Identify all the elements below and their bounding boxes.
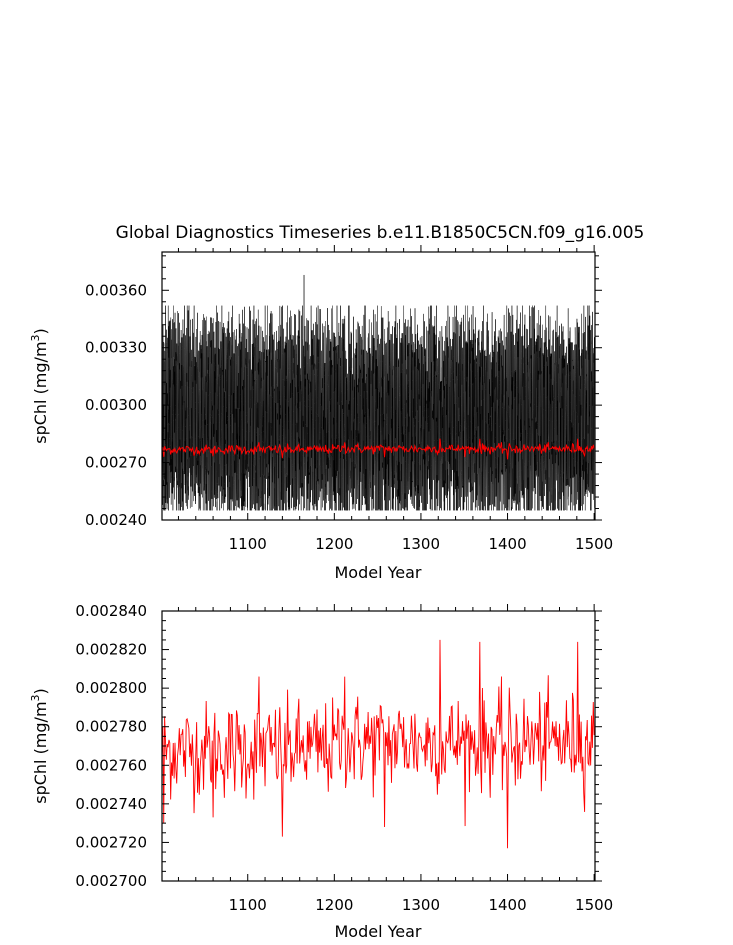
x-tick-label: 1100 — [229, 535, 267, 553]
y-tick-label: 0.002740 — [75, 795, 147, 813]
y-tick-label: 0.002720 — [75, 833, 147, 851]
x-tick-label: 1400 — [488, 535, 526, 553]
top-ticks-group: 1100 1200 1300 1400 1500 0.00240 0.00270 0.0030… — [85, 245, 613, 553]
y-tick-label: 0.002800 — [75, 679, 147, 697]
x-tick-label: 1500 — [575, 896, 613, 914]
y-tick-label: 0.002780 — [75, 718, 147, 736]
x-tick-label: 1200 — [315, 896, 353, 914]
y-tick-label: 0.002840 — [75, 602, 147, 620]
monthly-series-line — [161, 274, 596, 512]
chart-top: 1100 1200 1300 1400 1500 0.00240 0.00270 0.0030… — [29, 245, 613, 582]
x-tick-label: 1300 — [402, 896, 440, 914]
bottom-y-axis-label: spChl (mg/m3) — [29, 688, 50, 804]
y-tick-label: 0.002760 — [75, 756, 147, 774]
annual-mean-series-line — [161, 639, 595, 849]
y-tick-label: 0.00240 — [85, 511, 147, 529]
y-tick-label: 0.002820 — [75, 641, 147, 659]
y-tick-label: 0.00330 — [85, 339, 147, 357]
bottom-series-group — [161, 639, 595, 849]
top-y-axis-label: spChl (mg/m3) — [29, 328, 50, 444]
x-tick-label: 1100 — [229, 896, 267, 914]
y-tick-label: 0.002700 — [75, 872, 147, 890]
y-tick-label: 0.00270 — [85, 454, 147, 472]
bottom-x-axis-label: Model Year — [335, 922, 422, 941]
top-x-axis-label: Model Year — [335, 563, 422, 582]
x-tick-label: 1500 — [575, 535, 613, 553]
x-tick-label: 1400 — [488, 896, 526, 914]
top-plot-frame — [161, 251, 596, 521]
bottom-ticks-group: 1100 1200 1300 1400 1500 0.002700 0.002720 0.00… — [75, 602, 613, 914]
top-series-group — [161, 274, 596, 512]
annual-mean-series-line — [161, 438, 595, 460]
x-tick-label: 1300 — [402, 535, 440, 553]
x-tick-label: 1200 — [315, 535, 353, 553]
y-tick-label: 0.00300 — [85, 396, 147, 414]
bottom-plot-frame — [161, 610, 596, 882]
figure-title: Global Diagnostics Timeseries b.e11.B185… — [116, 223, 645, 243]
chart-bottom: 1100 1200 1300 1400 1500 0.002700 0.002720 0.00… — [29, 602, 613, 941]
y-tick-label: 0.00360 — [85, 281, 147, 299]
